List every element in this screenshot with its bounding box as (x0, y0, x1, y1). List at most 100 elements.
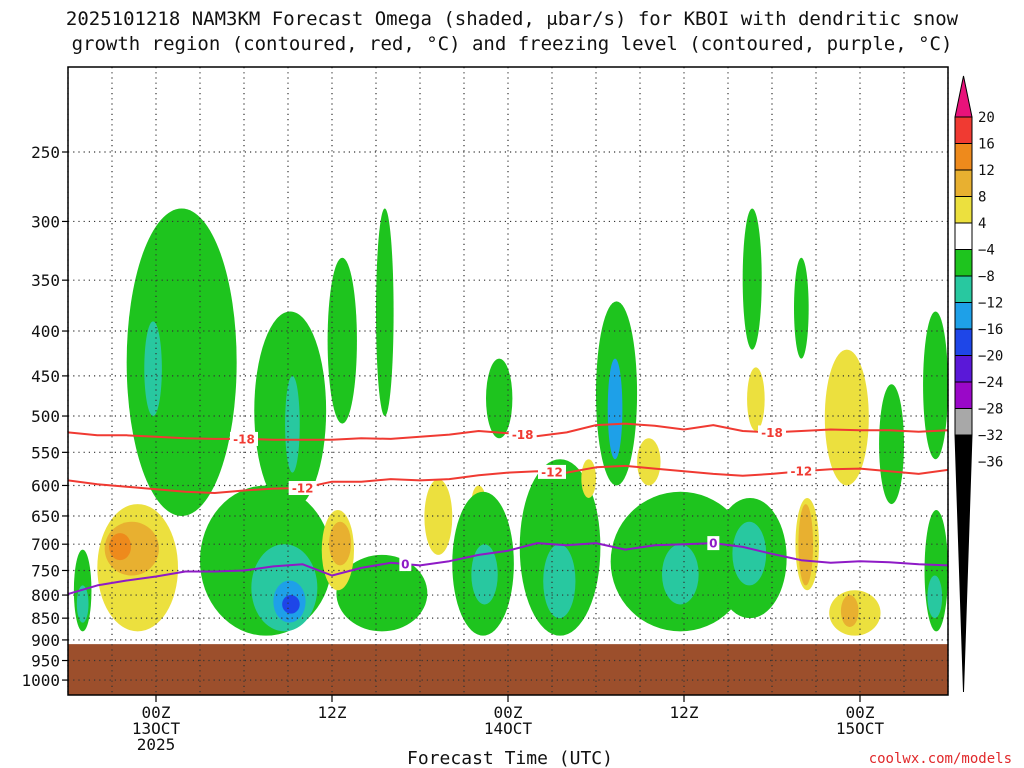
x-tick-label-3-0: 12Z (670, 703, 699, 722)
omega-region-21 (607, 358, 623, 460)
contour-line-2 (68, 542, 948, 596)
colorbar-label-0: 20 (978, 110, 995, 126)
omega-region-22 (581, 459, 597, 498)
colorbar-label-7: −12 (978, 296, 1003, 312)
contour-label-bg-0-1 (508, 427, 537, 442)
colorbar-segment-1 (954, 116, 973, 144)
contour-label-1-2: -12 (790, 465, 812, 479)
colorbar-arrow-top (954, 75, 973, 118)
y-tick-label-5: 500 (31, 407, 60, 426)
colorbar-label-4: 4 (978, 216, 986, 232)
contour-label-0-0: -18 (233, 432, 255, 446)
contour-label-bg-0-0 (230, 431, 258, 446)
omega-region-28 (742, 208, 762, 350)
colorbar-label-12: −32 (978, 428, 1003, 444)
colorbar-segment-9 (954, 328, 973, 356)
colorbar-label-5: −4 (978, 243, 995, 259)
omega-region-10 (336, 554, 428, 632)
colorbar-label-6: −8 (978, 269, 995, 285)
contour-label-bg-1-1 (538, 464, 566, 479)
contour-label-bg-2-0 (399, 557, 412, 572)
contour-label-2-0: 0 (401, 558, 409, 572)
x-tick-label-4-0: 00Z (846, 703, 875, 722)
colorbar-legend: 20 16 12 8 4 −4 −8 −12 −16 −20 −24 −28 −32 −36 (954, 75, 1003, 693)
colorbar-label-13: −36 (978, 455, 1003, 471)
x-axis-label: Forecast Time (UTC) (407, 748, 613, 768)
y-tick-label-13: 900 (31, 631, 60, 650)
contour-label-1-1: -12 (541, 465, 563, 479)
y-tick-label-15: 1000 (21, 671, 60, 690)
y-tick-label-0: 250 (31, 143, 60, 162)
omega-region-9 (376, 208, 394, 417)
contour-label-2-1: 0 (709, 537, 717, 551)
y-tick-label-7: 600 (31, 476, 60, 495)
y-tick-label-3: 400 (31, 322, 60, 341)
omega-region-19 (543, 544, 576, 619)
colorbar-segment-12 (954, 408, 973, 436)
watermark-text: coolwx.com/models (869, 751, 1012, 767)
omega-region-17 (486, 358, 513, 439)
x-tick-label-2-1: 14OCT (484, 719, 533, 738)
y-tick-label-10: 750 (31, 561, 60, 580)
omega-region-33 (824, 349, 869, 486)
colorbar-label-8: −16 (978, 322, 1003, 338)
contour-label-1-0: -12 (292, 482, 314, 496)
y-tick-label-1: 300 (31, 212, 60, 231)
x-tick-label-4-1: 15OCT (836, 719, 885, 738)
x-tick-label-0-2: 2025 (137, 735, 176, 754)
x-tick-label-2-0: 00Z (494, 703, 523, 722)
chart-title-line-1: 2025101218 NAM3KM Forecast Omega (shaded… (66, 8, 959, 30)
omega-region-32 (798, 504, 814, 586)
y-tick-label-14: 950 (31, 652, 60, 671)
colorbar-label-2: 12 (978, 163, 995, 179)
omega-region-0 (126, 208, 237, 516)
contour-label-bg-2-1 (707, 536, 720, 551)
omega-region-35 (840, 595, 859, 628)
omega-region-24 (662, 544, 699, 605)
omega-region-45 (109, 533, 132, 561)
colorbar-label-3: 8 (978, 190, 986, 206)
colorbar-segment-3 (954, 169, 973, 197)
omega-region-41 (76, 585, 89, 623)
omega-region-27 (732, 521, 767, 586)
y-tick-label-4: 450 (31, 367, 60, 386)
x-tick-label-0-1: 13OCT (132, 719, 181, 738)
contour-label-bg-1-2 (787, 464, 816, 479)
colorbar-segment-10 (954, 355, 973, 383)
contour-label-0-1: -18 (512, 428, 534, 442)
colorbar-label-10: −24 (978, 375, 1003, 391)
omega-region-37 (923, 311, 948, 460)
y-tick-label-12: 850 (31, 609, 60, 628)
chart-title-line-2: growth region (contoured, red, °C) and f… (72, 33, 953, 55)
contour-label-bg-1-0 (288, 481, 317, 496)
omega-region-36 (879, 384, 904, 505)
colorbar-segment-2 (954, 143, 973, 171)
omega-region-29 (794, 257, 809, 359)
y-tick-label-6: 550 (31, 443, 60, 462)
contour-label-0-2: -18 (761, 426, 783, 440)
omega-region-30 (747, 367, 765, 431)
contour-label-bg-0-2 (758, 425, 786, 440)
chart-title: 2025101218 NAM3KM Forecast Omega (shaded… (66, 8, 959, 55)
omega-region-8 (327, 257, 357, 424)
omega-region-7 (285, 375, 300, 473)
omega-region-16 (471, 544, 498, 605)
x-tick-label-0-0: 00Z (142, 703, 171, 722)
colorbar-segment-8 (954, 302, 973, 330)
omega-region-1 (144, 321, 162, 417)
y-tick-label-2: 350 (31, 271, 60, 290)
omega-region-5 (282, 595, 300, 614)
colorbar-label-11: −28 (978, 402, 1003, 418)
x-tick-label-1-0: 12Z (318, 703, 347, 722)
colorbar-segment-7 (954, 275, 973, 303)
colorbar-label-1: 16 (978, 137, 995, 153)
colorbar-label-9: −20 (978, 349, 1003, 365)
omega-region-39 (927, 575, 943, 619)
colorbar-segment-6 (954, 249, 973, 277)
colorbar-segment-5 (954, 222, 973, 250)
omega-region-12 (329, 521, 352, 566)
colorbar-segment-4 (954, 196, 973, 224)
y-axis-ticks: 250 300 350 400 450 500 550 600 650 700 750 800 850 9… (21, 143, 68, 690)
